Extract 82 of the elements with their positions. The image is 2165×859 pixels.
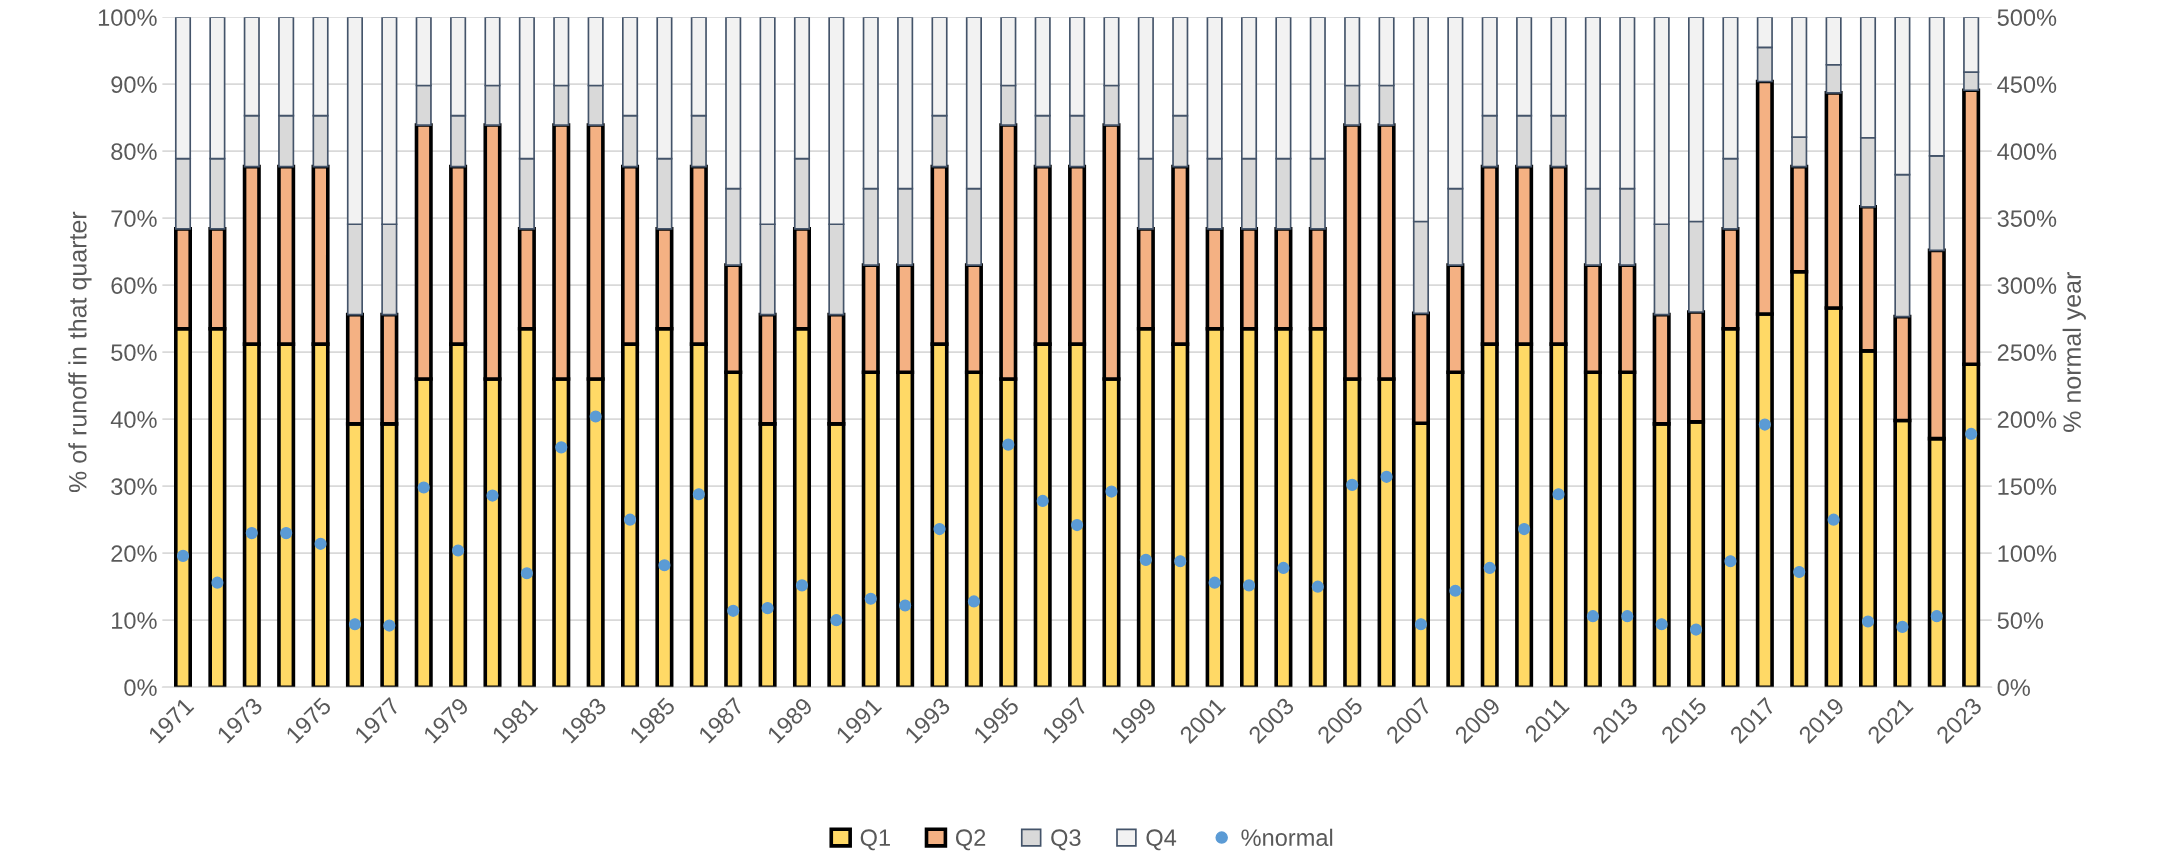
point bbox=[417, 481, 430, 494]
point bbox=[899, 599, 912, 612]
point bbox=[1655, 618, 1668, 631]
point bbox=[245, 527, 258, 540]
legend-label: Q1 bbox=[860, 829, 890, 851]
point bbox=[761, 602, 774, 615]
point bbox=[1930, 610, 1943, 623]
point bbox=[623, 513, 637, 526]
point bbox=[211, 576, 224, 589]
point bbox=[727, 604, 740, 617]
point bbox=[1483, 561, 1496, 575]
point bbox=[280, 527, 293, 540]
point bbox=[1689, 623, 1703, 636]
y2-axis-title: % normal year bbox=[2062, 272, 2086, 432]
point bbox=[1586, 610, 1599, 623]
legend-label: %normal bbox=[1241, 828, 1333, 847]
point bbox=[348, 618, 362, 631]
point bbox=[1621, 610, 1634, 623]
point bbox=[486, 489, 499, 502]
point bbox=[1861, 615, 1875, 628]
y-tick-label: 90% bbox=[111, 76, 157, 93]
y-tick-label: 70% bbox=[111, 210, 157, 227]
y-axis-title: % of runoff in that quarter bbox=[68, 211, 92, 493]
y-tick-label: 40% bbox=[110, 411, 157, 428]
y-tick-label: 50% bbox=[111, 344, 157, 361]
point bbox=[383, 619, 396, 632]
point bbox=[933, 523, 946, 536]
point bbox=[1827, 513, 1840, 526]
y-tick-label: 100% bbox=[98, 9, 157, 26]
point bbox=[1724, 555, 1737, 568]
point bbox=[1380, 470, 1393, 483]
point bbox=[1758, 418, 1771, 431]
point bbox=[1793, 565, 1806, 579]
point bbox=[452, 544, 465, 557]
point bbox=[1277, 561, 1290, 575]
point bbox=[314, 537, 327, 550]
point bbox=[1139, 553, 1152, 566]
point bbox=[1518, 523, 1531, 536]
legend-label: Q3 bbox=[1051, 829, 1081, 851]
y-tick-label: 0% bbox=[124, 679, 157, 696]
point bbox=[1071, 518, 1084, 532]
point bbox=[1552, 488, 1565, 501]
point bbox=[1036, 494, 1049, 508]
point bbox=[1242, 579, 1256, 592]
point bbox=[176, 549, 190, 562]
point bbox=[1174, 555, 1187, 568]
point bbox=[1449, 584, 1462, 597]
y-tick-label: 10% bbox=[112, 612, 157, 629]
point bbox=[589, 410, 602, 423]
point bbox=[795, 579, 809, 592]
y-tick-label: 20% bbox=[111, 545, 157, 562]
y-tick-label: 60% bbox=[111, 277, 157, 294]
point bbox=[658, 559, 671, 572]
point bbox=[830, 614, 843, 627]
y2-tick-label: 50% bbox=[1997, 612, 2044, 629]
y2-tick-label: 100% bbox=[1998, 545, 2057, 562]
y2-tick-label: 200% bbox=[1997, 411, 2057, 428]
legend-label: Q2 bbox=[955, 829, 986, 851]
point bbox=[967, 595, 980, 608]
point bbox=[1896, 620, 1909, 633]
point bbox=[1414, 618, 1428, 631]
y2-tick-label: 250% bbox=[1997, 344, 2057, 361]
y2-tick-label: 300% bbox=[1997, 277, 2057, 294]
point bbox=[555, 441, 568, 454]
y-tick-label: 30% bbox=[111, 478, 157, 495]
y-tick-label: 80% bbox=[111, 143, 157, 160]
point bbox=[692, 488, 705, 501]
point bbox=[1208, 576, 1221, 589]
point bbox=[1965, 427, 1978, 441]
y2-tick-label: 450% bbox=[1997, 76, 2057, 93]
y2-tick-label: 150% bbox=[1998, 478, 2057, 495]
point bbox=[1002, 438, 1015, 451]
y2-tick-label: 400% bbox=[1997, 143, 2057, 160]
point bbox=[1311, 580, 1324, 593]
y2-tick-label: 350% bbox=[1997, 210, 2057, 227]
point bbox=[864, 592, 877, 605]
point bbox=[1105, 485, 1118, 498]
y2-tick-label: 500% bbox=[1997, 9, 2057, 26]
point bbox=[520, 567, 533, 580]
y2-tick-label: 0% bbox=[1997, 679, 2030, 696]
legend-label: Q4 bbox=[1146, 829, 1177, 851]
point bbox=[1346, 478, 1359, 491]
